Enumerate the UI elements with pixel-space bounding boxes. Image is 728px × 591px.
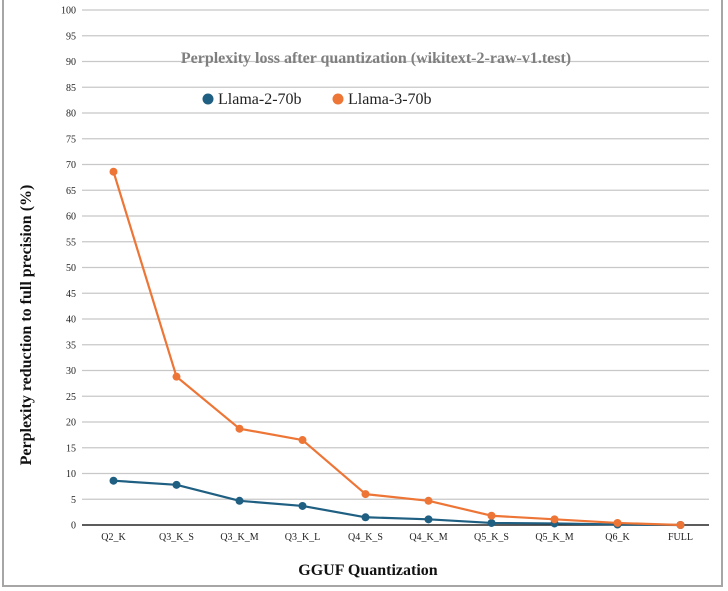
legend: Llama-2-70b Llama-3-70b	[202, 91, 432, 108]
x-tick-label: Q4_K_S	[348, 532, 383, 543]
x-axis-title: GGUF Quantization	[298, 562, 438, 579]
y-tick-label: 100	[61, 6, 76, 17]
data-point	[361, 513, 370, 522]
y-tick-label: 80	[66, 109, 76, 120]
data-point	[172, 372, 181, 381]
y-tick-label: 55	[66, 237, 76, 248]
data-point	[424, 496, 433, 505]
y-tick-label: 25	[66, 392, 76, 403]
series-llama-2-70b	[109, 476, 685, 529]
data-point	[298, 501, 307, 510]
data-point	[487, 518, 496, 527]
series-group	[109, 167, 685, 529]
x-tick-label: FULL	[668, 532, 693, 543]
x-tick-label: Q4_K_M	[409, 532, 447, 543]
y-tick-label: 5	[71, 495, 76, 506]
y-tick-label: 20	[66, 418, 76, 429]
series-line	[112, 171, 681, 527]
data-point	[109, 476, 118, 485]
y-tick-label: 95	[66, 31, 76, 42]
data-point	[676, 521, 685, 529]
legend-label-llama-2-70b: Llama-2-70b	[218, 91, 302, 108]
x-tick-label: Q3_K_L	[285, 532, 321, 543]
x-tick-label: Q5_K_S	[474, 532, 509, 543]
x-tick-label: Q6_K	[605, 532, 630, 543]
data-point	[235, 496, 244, 505]
chart-title: Perplexity loss after quantization (wiki…	[181, 50, 571, 67]
data-point	[487, 511, 496, 520]
y-tick-label: 65	[66, 186, 76, 197]
data-point	[172, 480, 181, 489]
data-point	[235, 424, 244, 433]
legend-marker-llama-3-70b	[332, 93, 344, 105]
x-tick-label: Q2_K	[101, 532, 126, 543]
data-point	[550, 515, 559, 524]
y-tick-label: 70	[66, 160, 76, 171]
x-tick-label: Q5_K_M	[535, 532, 573, 543]
y-tick-label: 75	[66, 134, 76, 145]
y-tick-label: 90	[66, 57, 76, 68]
y-tick-label: 60	[66, 212, 76, 223]
y-tick-label: 35	[66, 340, 76, 351]
x-tick-labels: Q2_K Q3_K_S Q3_K_M Q3_K_L Q4_K_S Q4_K_M Q5_K_S…	[101, 532, 693, 543]
legend-label-llama-3-70b: Llama-3-70b	[348, 91, 432, 108]
data-point	[361, 490, 370, 499]
y-tick-labels: 0 5 10 15 20 25 30 35 40 45 50 55 60 65 70 75 80 85 90 95 10…	[61, 6, 76, 532]
series-line	[113, 479, 681, 527]
data-point	[109, 167, 118, 176]
y-tick-label: 50	[66, 263, 76, 274]
y-tick-label: 85	[66, 83, 76, 94]
y-tick-label: 0	[71, 521, 76, 532]
gridlines	[82, 9, 709, 500]
x-tick-label: Q3_K_M	[220, 532, 258, 543]
legend-marker-llama-2-70b	[202, 93, 214, 105]
data-point	[613, 518, 622, 527]
data-point	[298, 436, 307, 445]
series-llama-3-70b	[109, 167, 685, 529]
data-point	[424, 515, 433, 524]
y-tick-label: 40	[66, 315, 76, 326]
y-axis-title: Perplexity reduction to full precision (…	[18, 185, 35, 466]
x-tick-label: Q3_K_S	[159, 532, 194, 543]
y-tick-label: 10	[66, 469, 76, 480]
y-tick-label: 15	[66, 443, 76, 454]
y-tick-label: 45	[66, 289, 76, 300]
y-tick-label: 30	[66, 366, 76, 377]
